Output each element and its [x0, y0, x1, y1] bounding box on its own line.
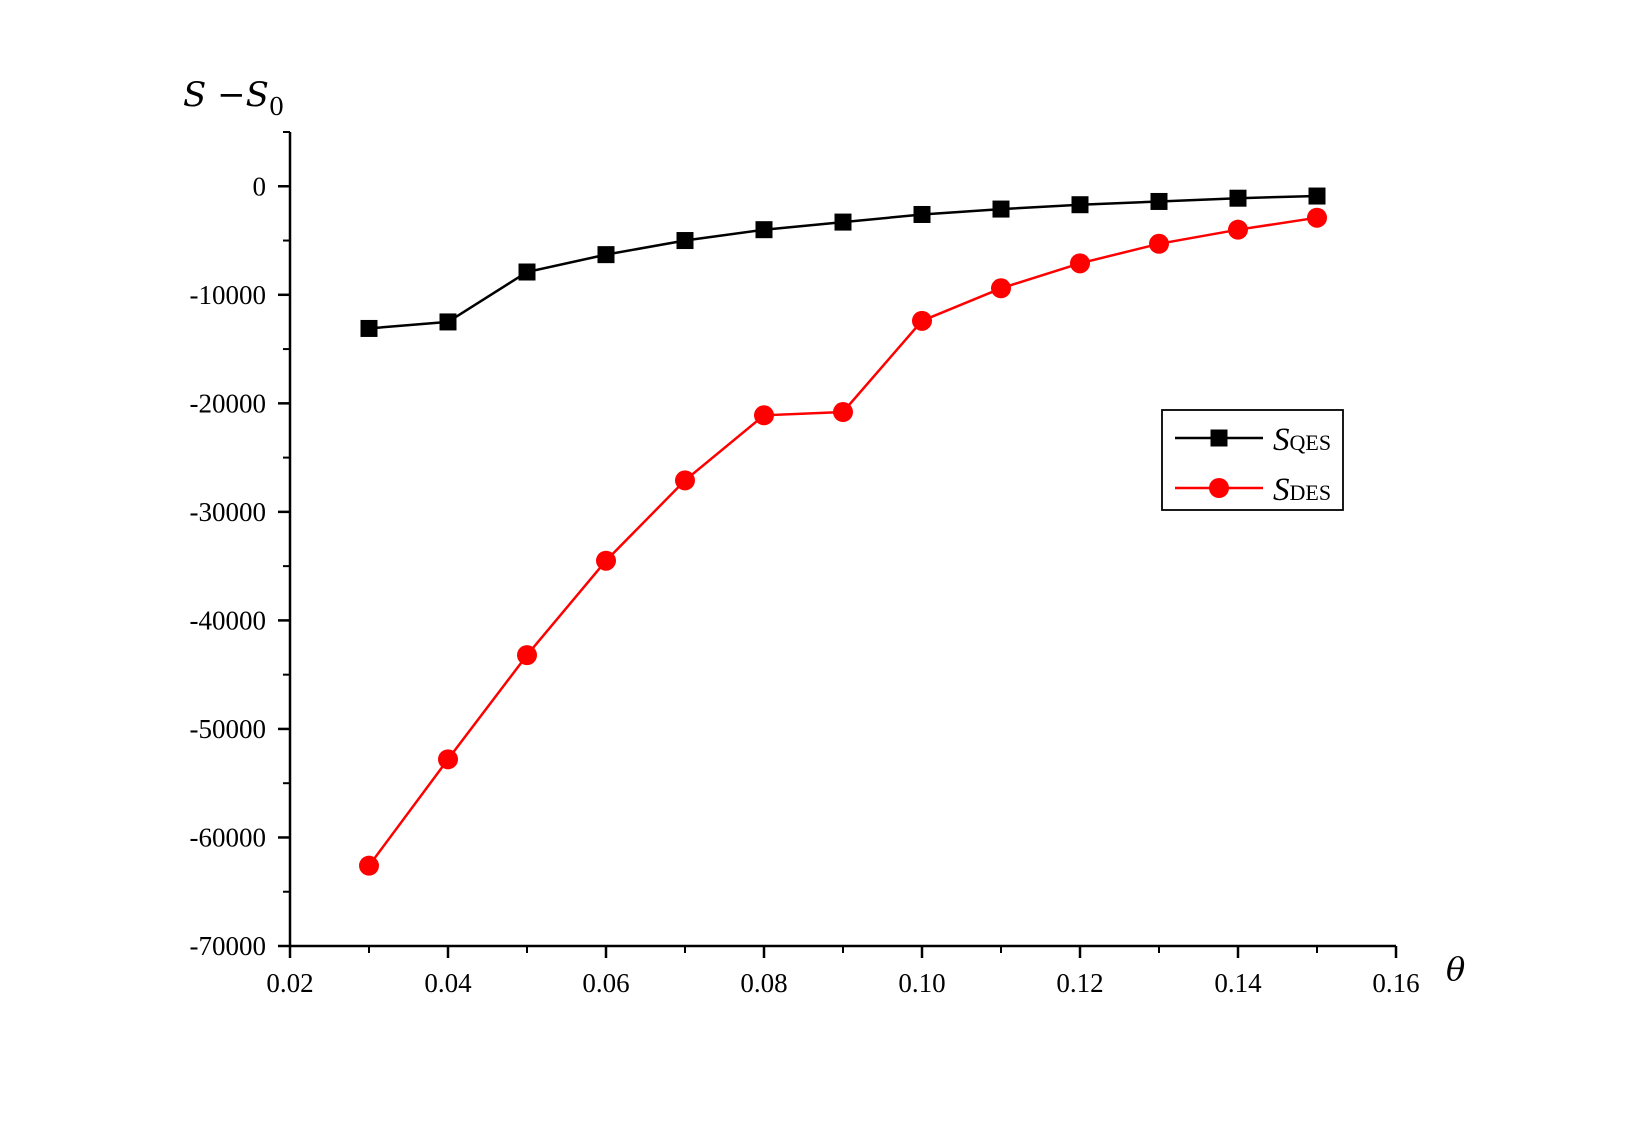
legend-marker-circle — [1209, 478, 1229, 498]
x-axis-title: θ — [1446, 950, 1465, 988]
legend-label-main: S — [1273, 422, 1290, 458]
x-tick-label: 0.08 — [740, 968, 787, 998]
data-point-circle — [596, 550, 616, 571]
legend-label-sub: QES — [1290, 430, 1332, 455]
data-point-square — [834, 213, 852, 231]
x-tick-label: 0.04 — [424, 968, 472, 998]
series-qes — [360, 187, 1326, 337]
data-point-square — [1229, 189, 1247, 207]
data-point-circle — [1307, 207, 1327, 228]
y-tick-label: -50000 — [190, 714, 267, 744]
data-point-circle — [517, 645, 537, 666]
data-point-square — [755, 221, 773, 239]
data-point-square — [992, 200, 1010, 218]
y-axis-title-main: S −S — [183, 75, 269, 115]
legend-box — [1161, 409, 1344, 511]
y-tick-label: -20000 — [190, 388, 267, 418]
data-point-square — [439, 313, 457, 331]
data-point-circle — [991, 278, 1011, 299]
data-point-circle — [438, 749, 458, 770]
x-tick-label: 0.14 — [1214, 968, 1262, 998]
series-des — [359, 207, 1327, 876]
x-tick-label: 0.12 — [1056, 968, 1103, 998]
y-tick-label: 0 — [253, 171, 267, 201]
x-tick-label: 0.10 — [898, 968, 945, 998]
data-point-square — [518, 263, 536, 281]
x-tick-label: 0.02 — [266, 968, 313, 998]
data-point-square — [597, 246, 615, 264]
legend-label-sub: DES — [1290, 480, 1332, 505]
data-point-circle — [359, 855, 379, 876]
y-axis-title: S −S0 — [183, 75, 284, 121]
data-point-circle — [833, 402, 853, 423]
y-tick-label: -10000 — [190, 280, 267, 310]
x-tick-label: 0.06 — [582, 968, 629, 998]
series-line — [367, 216, 1318, 867]
data-point-square — [913, 205, 931, 223]
data-point-circle — [1070, 253, 1090, 274]
legend-marker-square — [1210, 429, 1228, 447]
data-point-square — [676, 232, 694, 250]
data-point-square — [1150, 192, 1168, 210]
x-tick-label: 0.16 — [1372, 968, 1419, 998]
data-point-circle — [1149, 233, 1169, 254]
data-point-circle — [754, 405, 774, 426]
data-point-circle — [1228, 219, 1248, 240]
y-tick-label: -70000 — [190, 931, 267, 961]
legend-label: SQES — [1273, 422, 1331, 458]
y-tick-label: -40000 — [190, 605, 267, 635]
data-point-square — [1071, 196, 1089, 214]
data-point-circle — [675, 470, 695, 491]
y-tick-label: -30000 — [190, 497, 267, 527]
y-tick-label: -60000 — [190, 822, 267, 852]
data-point-circle — [912, 310, 932, 331]
legend-label: SDES — [1273, 472, 1331, 508]
data-point-square — [360, 319, 378, 337]
series-layer — [359, 187, 1327, 876]
axes: 0 -10000 -20000 -30000 -40000 -50000 -60000 -70… — [190, 131, 1420, 998]
legend-label-main: S — [1273, 472, 1290, 508]
data-point-square — [1308, 187, 1326, 205]
y-axis-title-sub: 0 — [269, 93, 284, 121]
